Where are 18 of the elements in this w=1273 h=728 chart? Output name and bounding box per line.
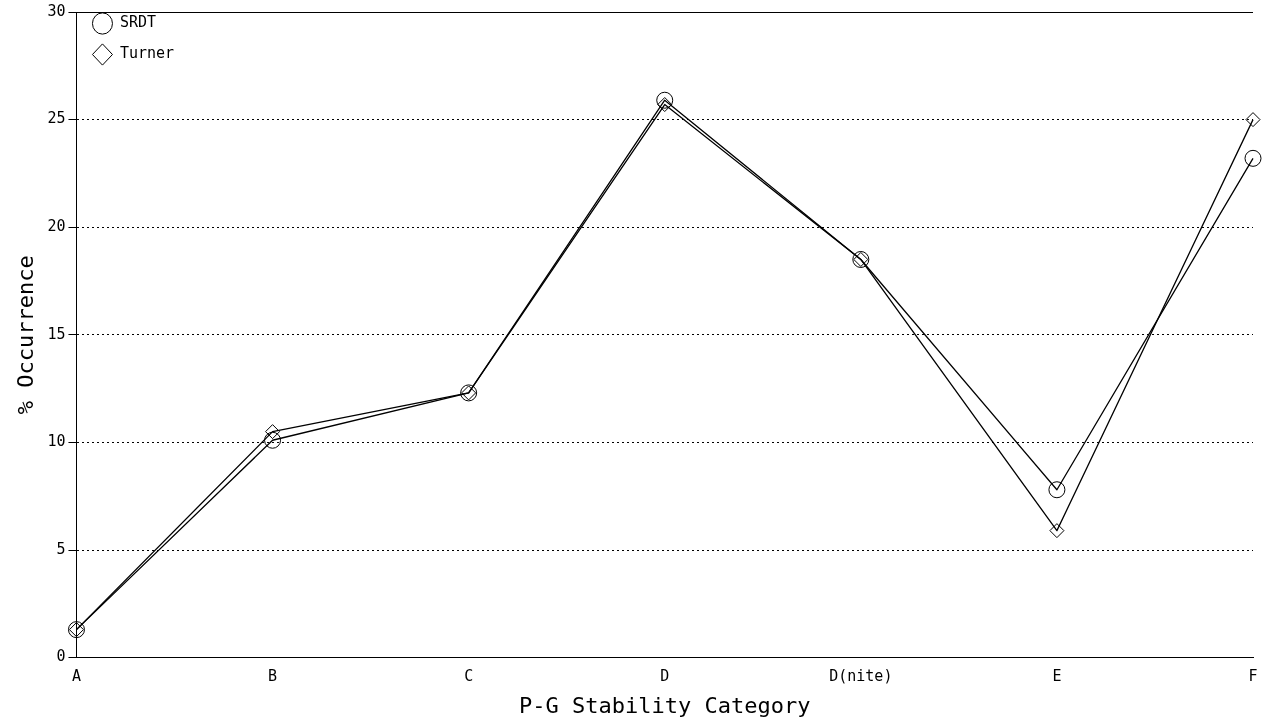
y-tick-label: 0 xyxy=(56,647,66,666)
y-axis-title: % Occurrence xyxy=(12,255,38,415)
x-tick-label: D(nite) xyxy=(829,667,893,686)
y-tick-label: 30 xyxy=(47,1,66,20)
x-axis-title: P-G Stability Category xyxy=(519,692,811,718)
x-tick-label: C xyxy=(464,667,474,686)
x-tick-label: B xyxy=(268,667,278,686)
x-tick-label: D xyxy=(660,667,670,686)
y-tick-label: 20 xyxy=(47,217,66,236)
y-tick-label: 10 xyxy=(47,432,66,451)
y-tick-label: 5 xyxy=(56,539,66,558)
legend-label: Turner xyxy=(119,44,175,63)
x-tick-label: A xyxy=(71,667,81,686)
x-tick-label: E xyxy=(1052,667,1062,686)
x-tick-label: F xyxy=(1248,667,1258,686)
y-tick-label: 25 xyxy=(47,109,66,128)
legend-label: SRDT xyxy=(119,13,157,32)
y-tick-label: 15 xyxy=(47,324,66,343)
